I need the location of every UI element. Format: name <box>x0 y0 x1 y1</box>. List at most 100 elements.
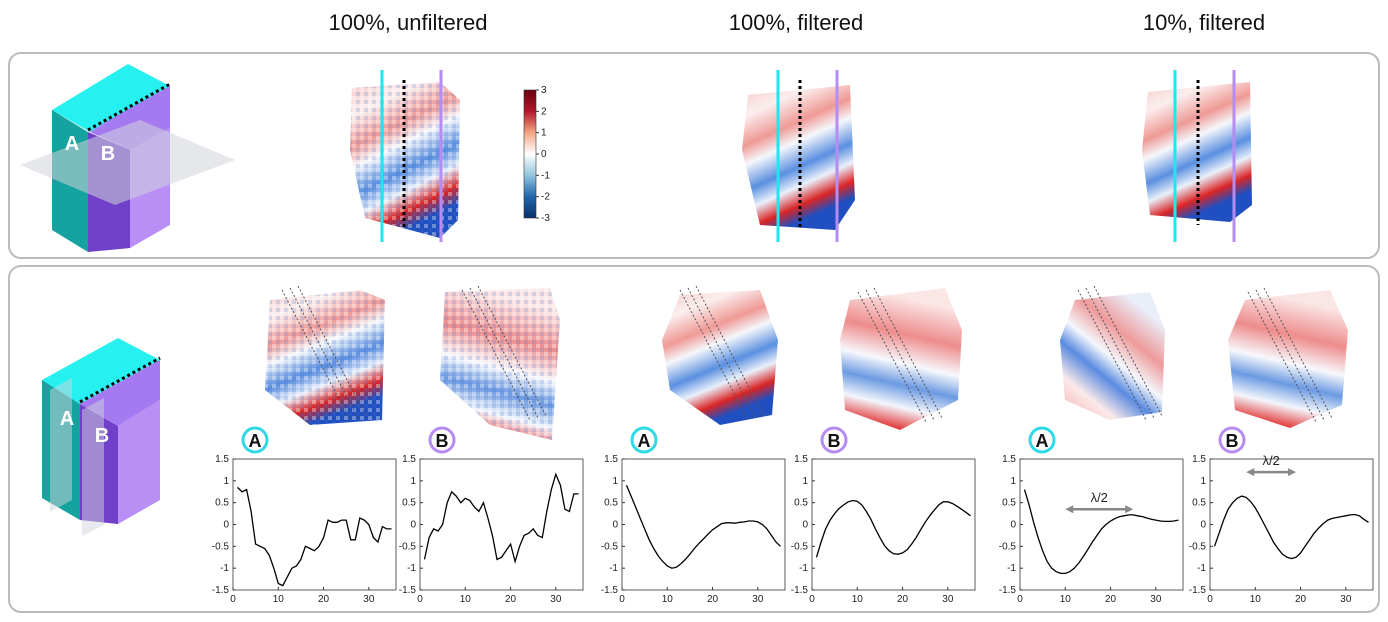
series-badge-label: A <box>1036 431 1049 451</box>
y-tick-label: 1 <box>410 476 416 487</box>
y-tick-label: -1.5 <box>791 585 809 596</box>
x-tick-label: 0 <box>417 594 423 605</box>
y-tick-label: 1.5 <box>1192 454 1206 465</box>
y-tick-label: 0 <box>1010 520 1016 531</box>
arrow-head <box>1288 468 1297 477</box>
series-badge-label: B <box>436 431 449 451</box>
y-tick-label: -0.5 <box>399 541 417 552</box>
plot-frame <box>1209 458 1374 591</box>
heatmap-top <box>350 70 1252 242</box>
line-chart: A -1.5 -1 -0.5 0 0.5 1 1.5 0 10 20 30 <box>601 426 786 605</box>
y-tick-label: 0 <box>1200 520 1206 531</box>
series-badge-label: B <box>1226 431 1239 451</box>
x-tick-label: 10 <box>662 594 674 605</box>
series-badge <box>241 426 269 454</box>
colorbar-tick-label: -3 <box>541 213 550 224</box>
annotation-label: λ/2 <box>1262 453 1279 468</box>
series-badge <box>820 426 848 454</box>
series-badge <box>1218 426 1246 454</box>
data-line <box>237 486 392 587</box>
y-tick-label: -1.5 <box>1189 585 1207 596</box>
cube-label: A <box>65 133 79 155</box>
plot-frame <box>621 458 786 591</box>
y-tick-label: -1.5 <box>212 585 230 596</box>
x-tick-label: 10 <box>273 594 285 605</box>
plot-frame <box>811 458 976 591</box>
y-tick-label: 0.5 <box>1002 498 1016 509</box>
data-line <box>815 499 971 558</box>
y-tick-label: 0 <box>802 520 808 531</box>
line-chart: B -1.5 -1 -0.5 0 0.5 1 1.5 0 10 20 30 λ/2 <box>1189 426 1374 605</box>
colorbar-tick-label: 3 <box>541 85 547 96</box>
y-tick-label: 0.5 <box>794 498 808 509</box>
y-tick-label: -0.5 <box>999 541 1017 552</box>
colorbar-tick-label: 0 <box>541 149 547 160</box>
y-tick-label: 0 <box>223 520 229 531</box>
x-tick-label: 20 <box>707 594 719 605</box>
y-tick-label: 1 <box>1010 476 1016 487</box>
cube-label: B <box>95 425 109 447</box>
y-tick-label: 1.5 <box>215 454 229 465</box>
x-tick-label: 20 <box>505 594 517 605</box>
y-tick-label: 0.5 <box>402 498 416 509</box>
x-tick-label: 0 <box>809 594 815 605</box>
plot-frame <box>1019 458 1184 591</box>
y-tick-label: -1.5 <box>601 585 619 596</box>
column-title: 10%, filtered <box>1143 10 1265 35</box>
x-tick-label: 20 <box>1295 594 1307 605</box>
plot-frame <box>232 458 397 591</box>
series-badge-label: B <box>828 431 841 451</box>
y-tick-label: 1 <box>1200 476 1206 487</box>
bottom-panel <box>8 265 1380 613</box>
data-line <box>1213 495 1369 560</box>
x-tick-label: 30 <box>752 594 764 605</box>
x-tick-label: 0 <box>1207 594 1213 605</box>
y-tick-label: 1 <box>612 476 618 487</box>
y-tick-label: 1.5 <box>794 454 808 465</box>
top-panel <box>8 52 1380 259</box>
y-tick-label: 1.5 <box>604 454 618 465</box>
plot-frame <box>419 458 584 591</box>
y-tick-label: -0.5 <box>212 541 230 552</box>
x-tick-label: 0 <box>619 594 625 605</box>
x-tick-label: 10 <box>460 594 472 605</box>
y-tick-label: -0.5 <box>1189 541 1207 552</box>
y-tick-label: 1 <box>223 476 229 487</box>
x-tick-label: 10 <box>1060 594 1072 605</box>
x-tick-label: 30 <box>550 594 562 605</box>
y-tick-label: -1 <box>407 563 416 574</box>
x-tick-label: 30 <box>942 594 954 605</box>
data-line <box>423 472 579 565</box>
x-tick-label: 30 <box>363 594 375 605</box>
line-charts: A-1.5-1-0.500.511.50 10 20 30B-1.5-1-0.500.… <box>212 426 1374 605</box>
line-chart: A -1.5 -1 -0.5 0 0.5 1 1.5 0 10 20 30 λ/2 <box>999 426 1184 605</box>
x-tick-label: 0 <box>230 594 236 605</box>
y-tick-label: 1.5 <box>1002 454 1016 465</box>
y-tick-label: -1 <box>609 563 618 574</box>
y-tick-label: 0 <box>612 520 618 531</box>
y-tick-label: 0 <box>410 520 416 531</box>
line-chart: A -1.5 -1 -0.5 0 0.5 1 1.5 0 10 20 30 <box>212 426 397 605</box>
column-title: 100%, filtered <box>729 10 864 35</box>
arrow-head <box>1246 468 1255 477</box>
series-badge <box>428 426 456 454</box>
colorbar-tick-label: -1 <box>541 170 550 181</box>
y-tick-label: -0.5 <box>601 541 619 552</box>
y-tick-label: -1 <box>1007 563 1016 574</box>
data-line <box>625 484 781 569</box>
x-tick-label: 0 <box>1017 594 1023 605</box>
data-line <box>1023 489 1179 575</box>
colorbar-tick-label: 1 <box>541 128 547 139</box>
y-tick-label: 0.5 <box>1192 498 1206 509</box>
x-tick-label: 10 <box>852 594 864 605</box>
line-chart: B -1.5 -1 -0.5 0 0.5 1 1.5 0 10 20 30 <box>791 426 976 605</box>
x-tick-label: 10 <box>1250 594 1262 605</box>
x-tick-label: 20 <box>1105 594 1117 605</box>
y-tick-label: 1.5 <box>402 454 416 465</box>
x-tick-label: 20 <box>897 594 909 605</box>
arrow-head <box>1125 505 1134 514</box>
y-tick-label: -1 <box>799 563 808 574</box>
cube-label: A <box>60 408 74 430</box>
